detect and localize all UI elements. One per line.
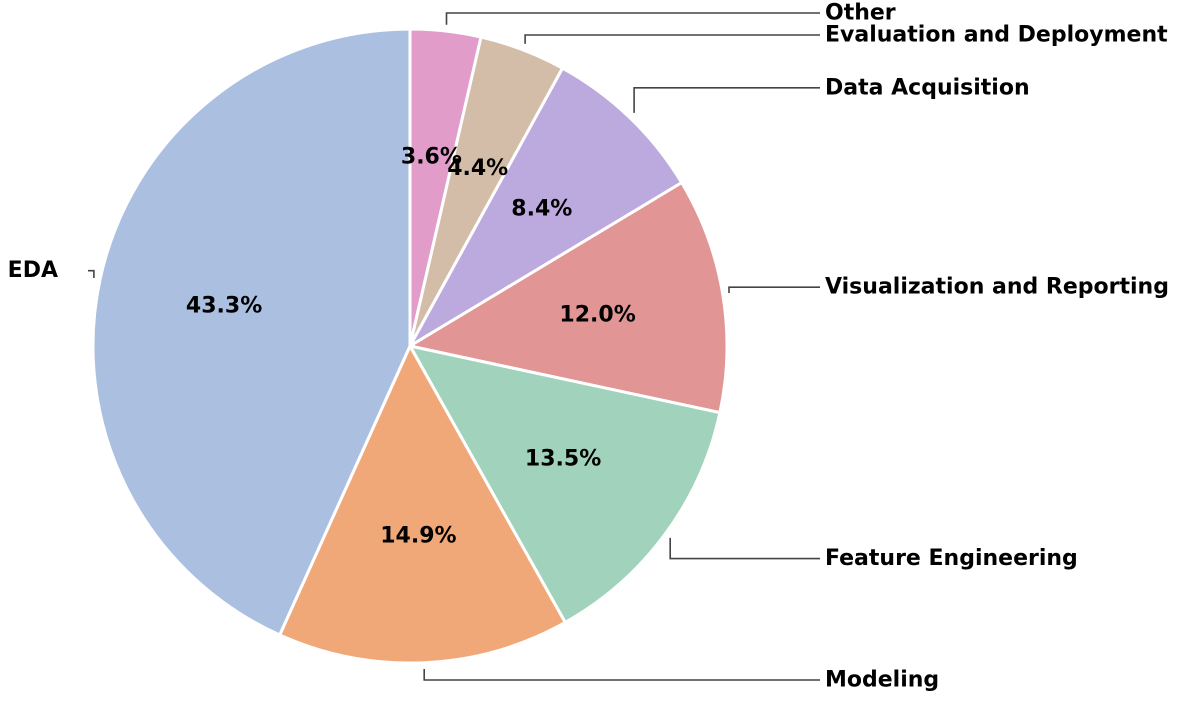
pie-slice-data-acquisition	[408, 66, 684, 348]
percent-label-data-acquisition: 8.4%	[511, 196, 572, 221]
percent-label-modeling: 14.9%	[380, 524, 456, 549]
slices-layer	[91, 27, 729, 665]
leader-line-other	[445, 12, 820, 25]
percent-label-other: 3.6%	[401, 145, 462, 170]
pie-slice-feature-engineering	[408, 344, 722, 624]
percent-labels-layer: 3.6%4.4%8.4% 12.0% 13.5% 14.9% 43.3%	[186, 145, 636, 549]
category-label-other: Other	[825, 1, 896, 26]
pie-slice-visualization-and-reporting	[408, 181, 729, 415]
leader-line-eda	[88, 269, 95, 278]
leader-line-feature-engineering	[669, 537, 820, 560]
leader-line-visualization-and-reporting	[728, 286, 820, 293]
category-label-eda: EDA	[8, 258, 58, 283]
percent-label-eda: 43.3%	[186, 294, 262, 319]
percent-label-visualization-and-reporting: 12.0%	[559, 302, 635, 327]
leader-line-evaluation-and-deployment	[524, 34, 820, 44]
pie-slice-modeling	[278, 344, 567, 665]
leaders-layer	[88, 12, 820, 681]
pie-slice-eda	[91, 27, 412, 637]
category-label-modeling: Modeling	[825, 668, 939, 693]
category-label-visualization-and-reporting: Visualization and Reporting	[825, 275, 1169, 300]
category-label-feature-engineering: Feature Engineering	[825, 546, 1078, 571]
category-label-evaluation-and-deployment: Evaluation and Deployment	[825, 23, 1168, 48]
leader-line-data-acquisition	[633, 87, 820, 113]
percent-label-evaluation-and-deployment: 4.4%	[447, 156, 508, 181]
category-label-data-acquisition: Data Acquisition	[825, 75, 1030, 100]
percent-label-feature-engineering: 13.5%	[525, 446, 601, 471]
leader-line-modeling	[423, 669, 820, 681]
